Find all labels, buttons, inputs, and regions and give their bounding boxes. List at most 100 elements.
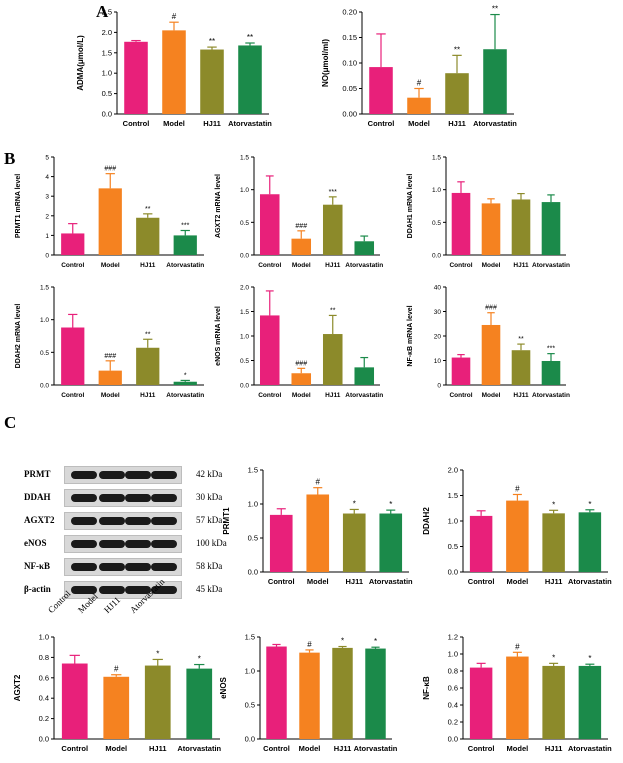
blot-strip (64, 558, 182, 576)
y-tick-label: 0.0 (102, 110, 112, 119)
blot-band (99, 517, 125, 525)
y-tick-label: 0.5 (40, 350, 49, 357)
x-tick-label: Atorvastatin (568, 577, 612, 586)
significance-mark: # (417, 79, 422, 88)
y-tick-label: 0.6 (39, 673, 49, 682)
y-tick-label: 0.05 (342, 84, 357, 93)
y-tick-label: 5 (45, 155, 49, 162)
blot-protein-label: AGXT2 (24, 515, 55, 525)
y-tick-label: 1 (45, 233, 49, 240)
x-tick-label: Control (258, 392, 281, 399)
x-tick-label: Control (258, 262, 281, 269)
bar-hj11 (332, 647, 353, 739)
y-tick-label: 2.5 (102, 8, 112, 17)
y-tick-label: 0.6 (448, 684, 458, 693)
bar-atorvastatin (541, 202, 561, 255)
panel-label-b: B (4, 149, 16, 168)
blot-band (125, 517, 151, 525)
plot-area: 0.0 0.5 1.0 1.5 DDAH2 mRNA level Control ### Mo… (15, 285, 204, 400)
x-tick-label: HJ11 (149, 744, 167, 753)
bar-atorvastatin (173, 381, 197, 385)
x-tick-label: Control (468, 744, 495, 753)
bar-atorvastatin (578, 665, 602, 739)
x-tick-label: Model (408, 119, 430, 128)
blot-band (151, 586, 177, 594)
bar-model (98, 188, 122, 255)
bar-chart: 0.0 0.5 1.0 1.5 DDAH2 mRNA level Control ### Mo… (15, 285, 204, 400)
x-tick-label: Atorvastatin (166, 392, 204, 399)
x-tick-label: Atorvastatin (369, 577, 413, 586)
bar-atorvastatin (379, 513, 403, 572)
y-tick-label: 1.0 (245, 667, 255, 676)
y-tick-label: 1.0 (448, 650, 458, 659)
y-tick-label: 1.0 (102, 69, 112, 78)
bar-atorvastatin (541, 360, 561, 385)
x-tick-label: HJ11 (140, 262, 156, 269)
y-axis-label: DDAH2 (422, 507, 431, 535)
y-axis-label: AGXT2 (13, 674, 22, 701)
significance-mark: * (588, 500, 591, 509)
x-tick-label: HJ11 (513, 262, 529, 269)
x-tick-label: Control (61, 262, 84, 269)
bar-control (469, 667, 493, 739)
x-tick-label: HJ11 (334, 744, 352, 753)
significance-mark: # (307, 640, 312, 649)
y-tick-label: 1.0 (432, 187, 441, 194)
bar-model (407, 97, 431, 114)
y-tick-label: 1.5 (240, 155, 249, 162)
blot-band (99, 563, 125, 571)
blot-kda-label: 58 kDa (196, 561, 223, 571)
significance-mark: * (389, 500, 392, 509)
x-tick-label: HJ11 (345, 577, 363, 586)
y-tick-label: 0.5 (102, 89, 112, 98)
y-tick-label: 2 (45, 213, 49, 220)
significance-mark: * (552, 500, 555, 509)
x-tick-label: HJ11 (325, 262, 341, 269)
y-tick-label: 0 (45, 253, 49, 260)
bar-control (269, 514, 293, 572)
blot-band (71, 563, 97, 571)
significance-mark: * (156, 649, 159, 658)
bar-model (291, 373, 312, 385)
y-axis-label: NF-κB mRNA level (407, 305, 414, 366)
bar-hj11 (445, 73, 469, 114)
x-tick-label: Model (307, 577, 329, 586)
x-tick-label: Model (507, 577, 529, 586)
y-tick-label: 2.0 (240, 285, 249, 292)
blot-protein-label: β-actin (24, 584, 51, 594)
x-tick-label: Control (268, 577, 295, 586)
blot-band (71, 540, 97, 548)
bar-hj11 (511, 350, 531, 385)
y-tick-label: 0.8 (448, 667, 458, 676)
y-tick-label: 40 (434, 285, 442, 292)
y-tick-label: 0.5 (245, 701, 255, 710)
x-tick-label: Atorvastatin (177, 744, 221, 753)
significance-mark: ### (295, 360, 307, 367)
blot-band (99, 540, 125, 548)
blot-kda-label: 30 kDa (196, 492, 223, 502)
y-tick-label: 0.10 (342, 59, 357, 68)
plot-area: 0.0 0.5 1.0 1.5 PRMT1 Control # Model * HJ11 * Ator… (222, 466, 413, 587)
y-axis-label: AGXT2 mRNA level (215, 174, 222, 238)
y-tick-label: 2.0 (102, 28, 112, 37)
significance-mark: ** (209, 37, 215, 46)
significance-mark: * (552, 653, 555, 662)
bar-control (259, 194, 280, 255)
y-tick-label: 0 (437, 383, 441, 390)
bar-chart: 0.0 0.5 1.0 1.5 eNOS Control # Model * HJ11 * Atorv… (219, 633, 398, 754)
x-tick-label: Control (123, 119, 150, 128)
y-axis-label: ADMA(μmol/L) (76, 35, 85, 91)
y-tick-label: 0.0 (448, 735, 458, 744)
y-tick-label: 0.00 (342, 110, 357, 119)
bar-hj11 (136, 217, 160, 255)
significance-mark: ** (492, 5, 498, 14)
y-tick-label: 0.0 (240, 253, 249, 260)
y-axis-label: eNOS mRNA level (215, 306, 222, 366)
y-tick-label: 1.5 (240, 309, 249, 316)
y-axis-label: NO(μmol/ml) (321, 39, 330, 87)
y-axis-label: NF-κB (422, 676, 431, 700)
y-tick-label: 1.5 (248, 466, 258, 475)
y-tick-label: 30 (434, 309, 442, 316)
bar-hj11 (136, 347, 160, 385)
x-tick-label: Control (449, 392, 472, 399)
